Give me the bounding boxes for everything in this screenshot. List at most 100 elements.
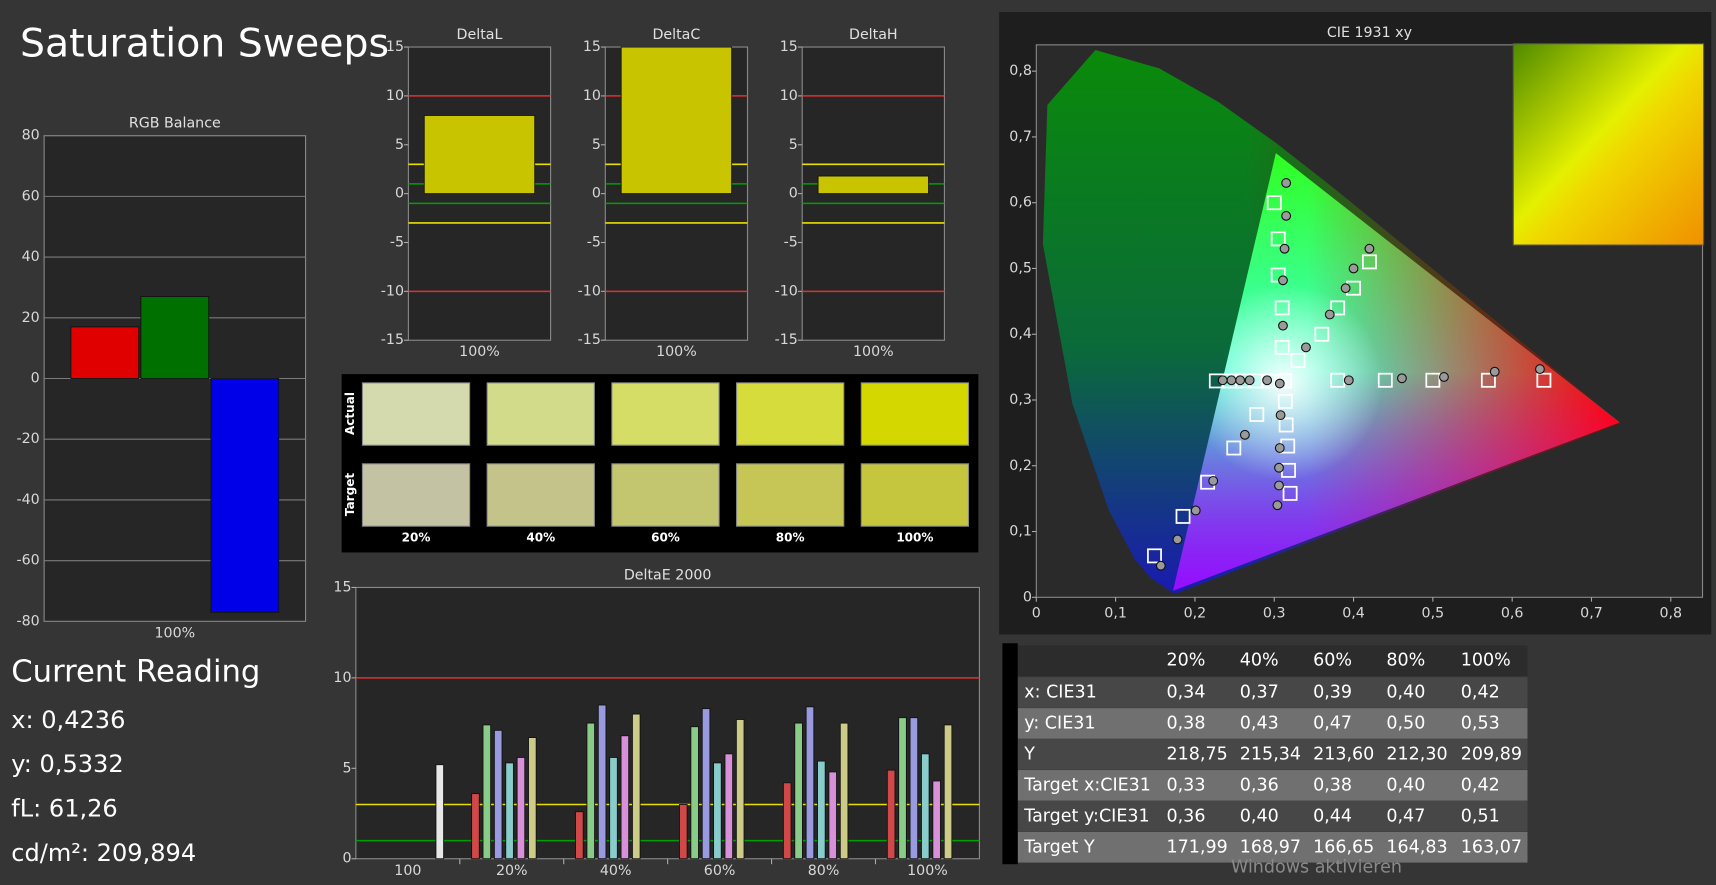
target-point	[1282, 485, 1298, 501]
actual-point	[1397, 373, 1407, 384]
table-header: 100%	[1461, 651, 1511, 671]
target-point	[1330, 300, 1346, 316]
x-tick-label: 100	[394, 863, 421, 879]
reading-line: x: 0,4236	[11, 706, 125, 734]
table-header: 60%	[1313, 651, 1352, 671]
chart-title: DeltaE 2000	[624, 567, 712, 583]
x-tick-label: 0,6	[1501, 606, 1524, 622]
y-tick-label: -15	[775, 332, 798, 348]
target-point	[1274, 300, 1290, 316]
table-row-label: Target y:CIE31	[1023, 806, 1149, 826]
swatch-target	[486, 463, 595, 527]
y-tick-label: 0,7	[1009, 129, 1032, 145]
target-point	[1277, 393, 1293, 409]
chart-title: DeltaC	[652, 27, 700, 43]
table-cell: 212,30	[1386, 744, 1447, 764]
table-row-label: x: CIE31	[1024, 682, 1097, 702]
actual-point	[1535, 364, 1545, 375]
table-cell: 218,75	[1166, 744, 1227, 764]
actual-point	[1489, 366, 1500, 377]
bar	[701, 708, 711, 860]
table-row-label: Y	[1023, 744, 1035, 764]
actual-point	[1279, 243, 1290, 254]
y-tick-label: 5	[592, 137, 601, 153]
target-point	[1175, 508, 1191, 524]
table-header: 80%	[1386, 651, 1425, 671]
swatch-actual	[361, 382, 471, 446]
y-tick-label: 0	[31, 371, 40, 387]
target-point	[1377, 372, 1393, 388]
x-tick-label: 100%	[853, 344, 894, 360]
bar	[528, 737, 537, 860]
table-cell: 171,99	[1166, 837, 1227, 857]
table-row	[1017, 770, 1528, 801]
swatch-label: 40%	[526, 531, 555, 545]
bar	[886, 769, 896, 860]
swatch-row-label: Actual	[343, 392, 357, 435]
table-cell: 166,65	[1313, 837, 1374, 857]
x-tick-label: 40%	[600, 863, 632, 879]
table-cell: 0,42	[1461, 775, 1500, 795]
actual-point	[1340, 283, 1351, 294]
y-tick-label: 10	[583, 88, 601, 104]
y-tick-label: 0,4	[1009, 326, 1032, 342]
current-reading-title: Current Reading	[11, 654, 260, 689]
x-tick-label: 100%	[459, 344, 500, 360]
actual-point	[1274, 378, 1285, 389]
swatch-label: 60%	[651, 531, 680, 545]
table-cell: 168,97	[1240, 837, 1301, 857]
y-tick-label: 80	[22, 128, 40, 144]
bar	[690, 726, 699, 860]
table-cell: 0,38	[1166, 713, 1205, 733]
swatch-actual	[860, 382, 970, 446]
bar	[932, 780, 941, 860]
actual-point	[1217, 375, 1228, 386]
actual-point	[1226, 375, 1237, 386]
actual-point	[1274, 480, 1284, 491]
bar	[210, 378, 280, 613]
table-row-label: Target Y	[1023, 837, 1095, 857]
y-tick-label: -60	[16, 553, 39, 569]
actual-point	[1274, 443, 1285, 453]
bar	[921, 753, 930, 860]
y-tick-label: -5	[587, 234, 601, 250]
bar	[609, 757, 618, 860]
target-point	[1270, 267, 1286, 283]
y-tick-label: 0	[789, 186, 798, 202]
table-strip	[1002, 643, 1018, 865]
y-tick-label: 0,2	[1009, 458, 1032, 474]
table-cell: 0,36	[1240, 775, 1279, 795]
target-point	[1361, 254, 1377, 270]
bar	[794, 722, 803, 860]
table-header: 20%	[1166, 651, 1205, 671]
y-tick-label: 5	[789, 137, 798, 153]
x-tick-label: 100%	[656, 344, 697, 360]
bar	[735, 719, 745, 860]
table-cell: 164,83	[1386, 837, 1447, 857]
swatch-actual	[611, 382, 720, 446]
bar	[828, 771, 837, 860]
y-tick-label: 5	[342, 760, 351, 776]
actual-point	[1208, 475, 1219, 486]
bar	[898, 717, 907, 860]
y-tick-label: -10	[381, 283, 404, 299]
x-tick-label: 0,4	[1342, 606, 1365, 622]
actual-point	[1348, 263, 1359, 274]
bar	[471, 793, 480, 860]
watermark: Windows aktivieren	[1231, 857, 1402, 877]
bar	[909, 717, 919, 860]
target-point	[1290, 353, 1306, 368]
bar	[713, 762, 722, 860]
y-tick-label: 20	[22, 310, 40, 326]
y-tick-label: 0,5	[1009, 260, 1032, 276]
plot-area	[355, 586, 980, 860]
swatch-actual	[736, 382, 845, 446]
swatch-label: 20%	[402, 531, 431, 545]
target-point	[1278, 417, 1294, 433]
table-cell: 0,44	[1313, 806, 1352, 826]
x-tick-label: 0,1	[1104, 606, 1127, 622]
chart-title: RGB Balance	[129, 116, 221, 132]
x-tick-label: 100%	[155, 625, 196, 641]
y-tick-label: 0	[592, 186, 601, 202]
